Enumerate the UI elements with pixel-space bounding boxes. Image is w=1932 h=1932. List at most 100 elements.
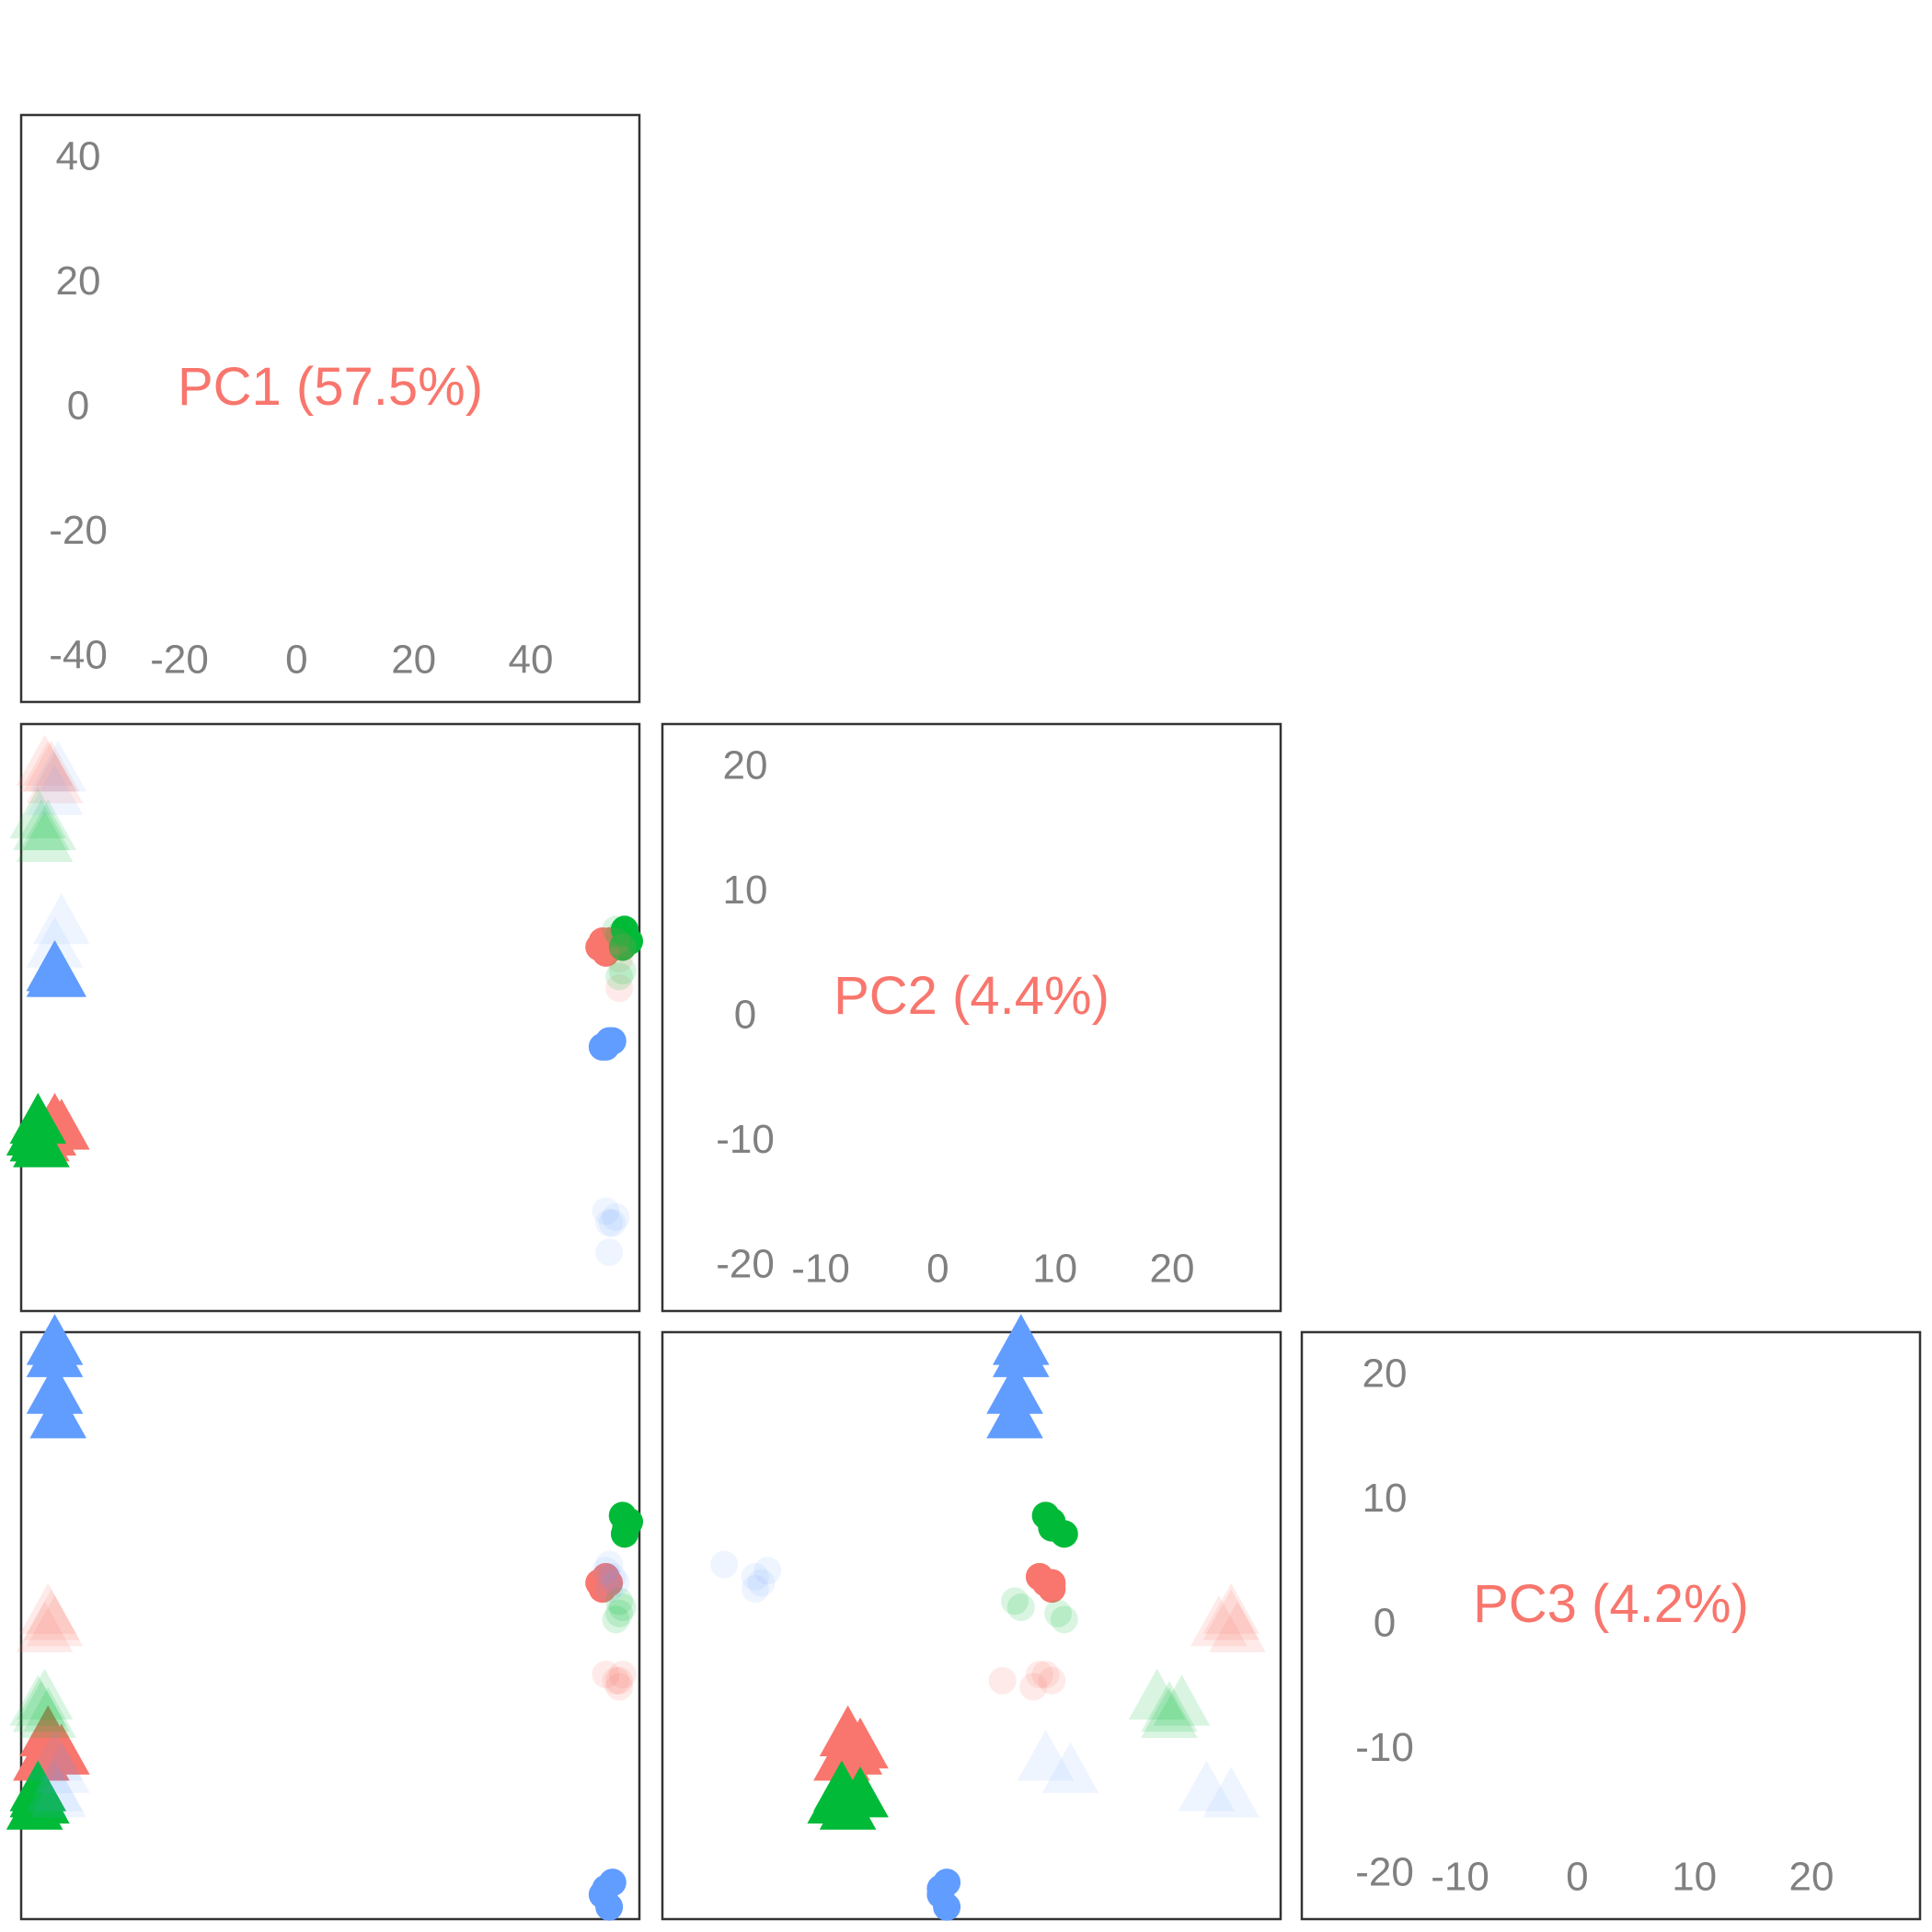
x-tick-label: 20 xyxy=(1789,1855,1834,1900)
point-blue-circle xyxy=(741,1562,769,1591)
diagonal-title-pc2: PC2 (4.4%) xyxy=(834,966,1110,1026)
point-green-triangle xyxy=(813,1760,870,1811)
y-tick-label: 20 xyxy=(1363,1351,1408,1397)
point-blue-circle xyxy=(595,1575,624,1604)
point-blue-circle xyxy=(747,1569,776,1597)
point-red-circle xyxy=(602,1666,630,1695)
point-green-circle xyxy=(615,927,644,956)
point-green-triangle xyxy=(13,1681,70,1732)
point-blue-circle xyxy=(595,1892,624,1921)
y-tick-label: 10 xyxy=(1363,1476,1408,1521)
y-tick-label: -40 xyxy=(49,633,108,678)
point-blue-circle xyxy=(753,1557,782,1585)
x-tick-label: -10 xyxy=(791,1247,850,1292)
point-green-circle xyxy=(615,1508,644,1536)
panel-pc2-vs-pc2 xyxy=(661,722,1282,1313)
x-tick-label: 20 xyxy=(1150,1247,1195,1292)
point-red-circle xyxy=(592,1562,620,1591)
point-red-circle xyxy=(1025,1661,1053,1689)
point-green-circle xyxy=(602,1605,630,1634)
panel-pc2-vs-pc1 xyxy=(19,722,641,1313)
x-tick-label: 0 xyxy=(1566,1855,1588,1900)
x-tick-label: 0 xyxy=(926,1247,949,1292)
point-red-circle xyxy=(605,974,634,1003)
point-red-triangle xyxy=(1190,1595,1248,1647)
point-red-triangle xyxy=(19,741,77,792)
point-blue-circle xyxy=(595,1209,624,1237)
y-tick-label: -10 xyxy=(716,1117,775,1162)
y-tick-label: 10 xyxy=(723,868,768,913)
diagonal-panels: PC1 (57.5%) 40 20 0 -20 -40 -20 0 20 40 PC2 (4.4%)… xyxy=(49,134,1834,1900)
point-green-circle xyxy=(608,956,637,984)
point-blue-circle xyxy=(595,1027,624,1055)
point-green-triangle xyxy=(9,1110,67,1162)
point-green-circle xyxy=(1006,1593,1035,1622)
point-blue-triangle xyxy=(26,1363,84,1414)
y-tick-label: 0 xyxy=(734,993,756,1038)
point-blue-circle xyxy=(595,1550,624,1579)
point-blue-triangle xyxy=(1178,1760,1236,1811)
point-red-circle xyxy=(608,1661,637,1689)
point-blue-triangle xyxy=(986,1387,1043,1439)
point-green-circle xyxy=(608,1593,637,1622)
point-blue-triangle xyxy=(29,1766,86,1818)
point-blue-circle xyxy=(710,1550,739,1579)
point-blue-circle xyxy=(595,1238,624,1267)
point-green-triangle xyxy=(1153,1674,1211,1726)
point-red-circle xyxy=(1025,1562,1053,1591)
point-red-triangle xyxy=(16,1601,74,1652)
panel-pc3-vs-pc3 xyxy=(1300,1330,1922,1921)
diagonal-title-pc1: PC1 (57.5%) xyxy=(178,357,483,417)
point-blue-circle xyxy=(602,1202,630,1231)
point-green-triangle xyxy=(16,811,74,862)
point-red-circle xyxy=(592,1661,620,1689)
y-tick-label: 20 xyxy=(723,743,768,788)
point-red-triangle xyxy=(1202,1582,1260,1635)
diagonal-title-pc3: PC3 (4.2%) xyxy=(1473,1574,1749,1634)
y-tick-label: 20 xyxy=(56,259,101,304)
point-green-circle xyxy=(1038,1508,1066,1536)
point-blue-triangle xyxy=(33,892,90,945)
x-tick-label: 20 xyxy=(391,638,436,683)
point-red-triangle xyxy=(19,1582,77,1635)
point-red-circle xyxy=(605,1666,634,1695)
y-tick-label: -20 xyxy=(1355,1850,1414,1895)
point-red-circle xyxy=(1038,1666,1066,1695)
point-red-triangle xyxy=(23,1589,80,1640)
point-red-triangle xyxy=(813,1730,870,1781)
point-red-triangle xyxy=(23,741,80,792)
y-tick-label: -20 xyxy=(49,508,108,553)
point-red-triangle xyxy=(26,752,84,804)
panel-pc1-vs-pc1 xyxy=(19,113,641,704)
point-blue-triangle xyxy=(29,741,86,792)
point-blue-triangle xyxy=(26,916,84,968)
y-tick-label: 40 xyxy=(56,134,101,179)
point-red-circle xyxy=(608,933,637,961)
y-tick-label: -20 xyxy=(716,1242,775,1287)
y-tick-label: 0 xyxy=(1374,1601,1396,1646)
x-tick-label: 0 xyxy=(285,638,307,683)
point-blue-triangle xyxy=(992,1326,1050,1377)
point-green-triangle xyxy=(1128,1668,1186,1720)
point-red-triangle xyxy=(1202,1589,1260,1640)
point-green-circle xyxy=(602,915,630,944)
point-blue-circle xyxy=(592,1557,620,1585)
point-red-triangle xyxy=(1209,1601,1266,1652)
scatter-points xyxy=(6,734,1266,1921)
point-blue-circle xyxy=(933,1892,961,1921)
point-green-triangle xyxy=(19,1686,77,1739)
point-blue-circle xyxy=(592,1197,620,1225)
x-tick-label: 10 xyxy=(1032,1247,1077,1292)
point-green-triangle xyxy=(13,799,70,851)
point-red-circle xyxy=(988,1666,1017,1695)
point-blue-triangle xyxy=(26,1760,84,1811)
y-tick-label: -10 xyxy=(1355,1725,1414,1770)
point-green-circle xyxy=(605,921,634,949)
point-green-circle xyxy=(1001,1587,1029,1616)
y-tick-label: 0 xyxy=(67,384,89,429)
point-green-triangle xyxy=(9,1674,67,1726)
point-red-circle xyxy=(592,938,620,967)
point-green-triangle xyxy=(9,1760,67,1811)
x-tick-label: -10 xyxy=(1431,1855,1489,1900)
